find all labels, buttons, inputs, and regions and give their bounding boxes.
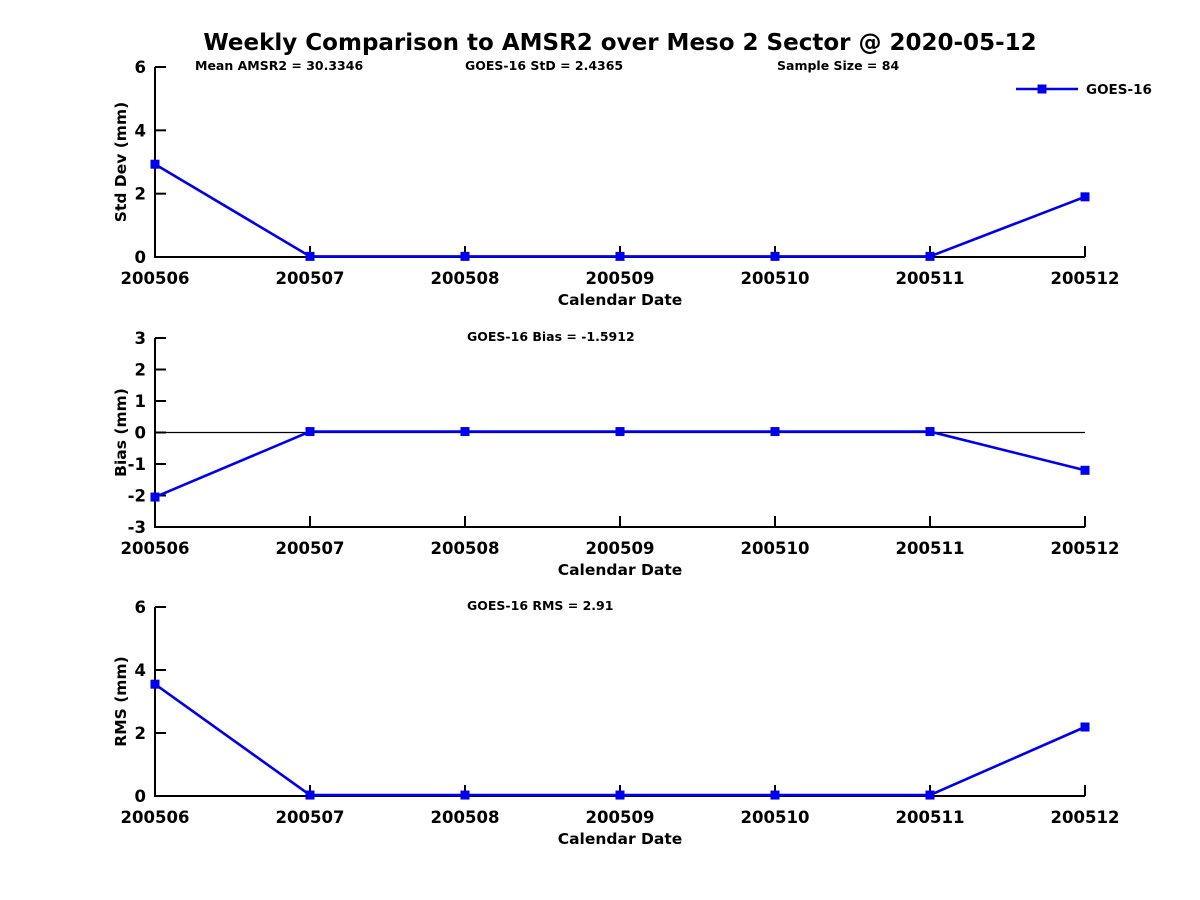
data-point-marker xyxy=(615,251,625,261)
y-tick-label: -2 xyxy=(128,487,146,506)
y-tick-label: -3 xyxy=(128,518,146,537)
data-point-marker xyxy=(460,251,470,261)
data-point-marker xyxy=(1080,722,1090,732)
legend-label: GOES-16 xyxy=(1086,82,1152,98)
data-line-std-dev xyxy=(154,163,1086,258)
data-point-marker xyxy=(305,427,315,437)
data-point-marker xyxy=(925,427,935,437)
y-tick-label: 0 xyxy=(135,424,146,443)
data-point-marker xyxy=(460,790,470,800)
x-tick-label: 200509 xyxy=(586,539,655,558)
data-point-marker xyxy=(305,251,315,261)
x-tick-label: 200511 xyxy=(896,539,965,558)
x-tick-label: 200507 xyxy=(276,269,345,288)
data-point-marker xyxy=(1080,192,1090,202)
x-tick-label: 200509 xyxy=(586,808,655,827)
data-point-marker xyxy=(1080,465,1090,475)
y-tick-label: 2 xyxy=(135,361,146,380)
x-tick-label: 200508 xyxy=(431,539,500,558)
x-tick-label: 200508 xyxy=(431,269,500,288)
y-tick-label: -1 xyxy=(128,455,146,474)
x-axis-label: Calendar Date xyxy=(558,291,683,309)
data-point-marker xyxy=(150,679,160,689)
data-point-marker xyxy=(150,492,160,502)
chart-annotation: GOES-16 RMS = 2.91 xyxy=(467,598,613,613)
x-tick-label: 200511 xyxy=(896,269,965,288)
chart-title: Weekly Comparison to AMSR2 over Meso 2 S… xyxy=(203,30,1037,56)
y-tick-label: 6 xyxy=(135,598,146,617)
data-point-marker xyxy=(305,790,315,800)
chart-annotation: Mean AMSR2 = 30.3346 xyxy=(195,58,363,73)
data-point-marker xyxy=(770,427,780,437)
y-tick-label: 1 xyxy=(135,392,146,411)
x-tick-label: 200506 xyxy=(121,269,190,288)
y-tick-label: 0 xyxy=(135,248,146,267)
data-line-bias xyxy=(154,430,1086,499)
x-tick-label: 200512 xyxy=(1051,539,1120,558)
y-tick-label: 6 xyxy=(135,58,146,77)
legend-marker xyxy=(1037,84,1047,94)
data-line-rms xyxy=(154,683,1086,797)
x-tick-label: 200509 xyxy=(586,269,655,288)
x-tick-label: 200512 xyxy=(1051,808,1120,827)
data-point-marker xyxy=(460,427,470,437)
y-tick-label: 3 xyxy=(135,329,146,348)
data-point-marker xyxy=(615,790,625,800)
x-tick-label: 200507 xyxy=(276,808,345,827)
x-tick-label: 200506 xyxy=(121,808,190,827)
y-axis-label: Std Dev (mm) xyxy=(112,102,130,222)
x-axis-label: Calendar Date xyxy=(558,830,683,848)
x-tick-label: 200512 xyxy=(1051,269,1120,288)
x-tick-label: 200510 xyxy=(741,269,810,288)
y-tick-label: 0 xyxy=(135,787,146,806)
x-tick-label: 200510 xyxy=(741,539,810,558)
chart-annotation: Sample Size = 84 xyxy=(777,58,899,73)
data-point-marker xyxy=(615,427,625,437)
x-tick-label: 200506 xyxy=(121,539,190,558)
data-point-marker xyxy=(770,251,780,261)
x-tick-label: 200508 xyxy=(431,808,500,827)
y-tick-label: 2 xyxy=(135,185,146,204)
x-tick-label: 200510 xyxy=(741,808,810,827)
y-tick-label: 4 xyxy=(135,661,146,680)
x-tick-label: 200507 xyxy=(276,539,345,558)
y-axis-label: RMS (mm) xyxy=(112,656,130,746)
data-point-marker xyxy=(925,790,935,800)
y-tick-label: 2 xyxy=(135,724,146,743)
x-axis-label: Calendar Date xyxy=(558,561,683,579)
data-point-marker xyxy=(770,790,780,800)
chart-annotation: GOES-16 StD = 2.4365 xyxy=(465,58,623,73)
y-axis-label: Bias (mm) xyxy=(112,388,130,477)
y-tick-label: 4 xyxy=(135,121,146,140)
x-tick-label: 200511 xyxy=(896,808,965,827)
chart-annotation: GOES-16 Bias = -1.5912 xyxy=(467,329,635,344)
data-point-marker xyxy=(925,251,935,261)
data-point-marker xyxy=(150,159,160,169)
